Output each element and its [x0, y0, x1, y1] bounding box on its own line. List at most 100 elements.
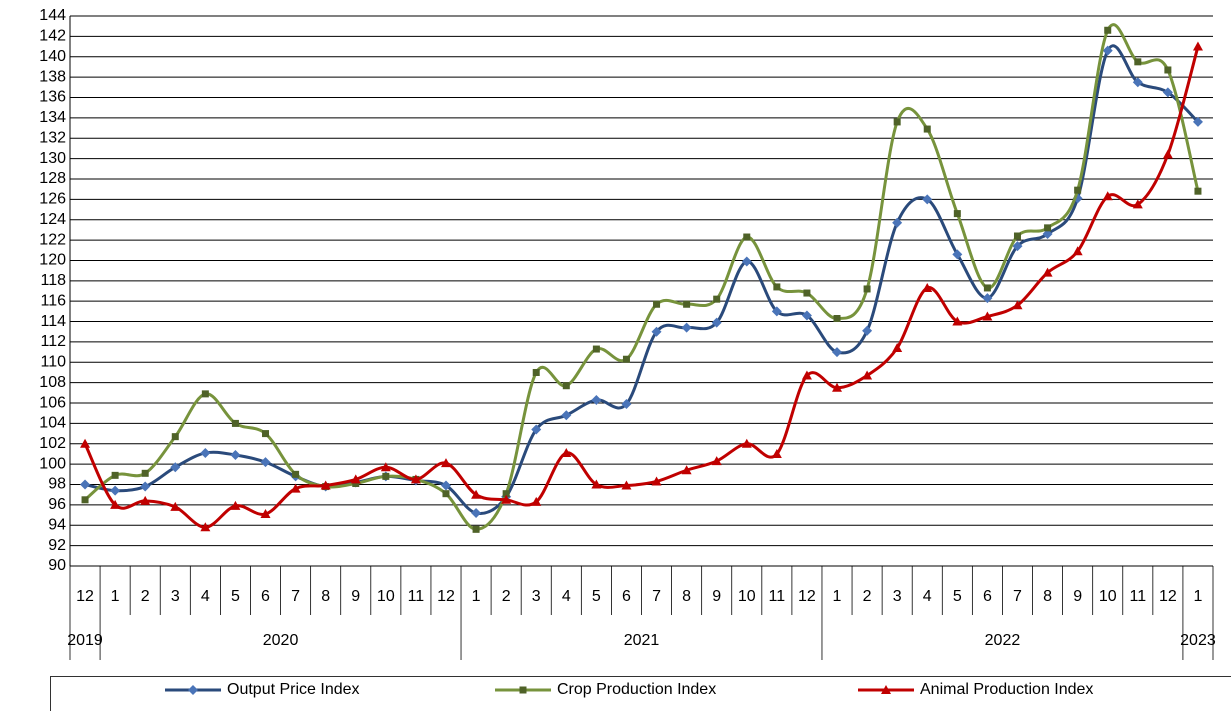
data-point — [473, 526, 480, 533]
y-tick-label: 124 — [39, 211, 66, 228]
data-point — [112, 472, 119, 479]
y-tick-label: 106 — [39, 394, 66, 411]
year-label: 2022 — [985, 632, 1021, 649]
data-point — [262, 430, 269, 437]
year-label: 2019 — [67, 632, 103, 649]
data-point — [140, 482, 150, 492]
y-tick-label: 104 — [39, 415, 66, 432]
y-tick-label: 142 — [39, 28, 66, 45]
y-tick-label: 132 — [39, 129, 66, 146]
data-point — [623, 356, 630, 363]
y-tick-label: 144 — [39, 7, 66, 24]
y-tick-label: 90 — [48, 557, 66, 574]
x-tick-label: 8 — [682, 588, 691, 605]
x-tick-label: 11 — [1129, 588, 1146, 605]
data-point — [200, 448, 210, 458]
data-point — [110, 486, 120, 496]
x-tick-label: 2 — [141, 588, 150, 605]
data-point — [1104, 27, 1111, 34]
x-tick-label: 1 — [833, 588, 842, 605]
data-point — [713, 296, 720, 303]
data-point — [683, 301, 690, 308]
year-label: 2020 — [263, 632, 299, 649]
x-tick-label: 3 — [893, 588, 902, 605]
data-point — [232, 420, 239, 427]
data-point — [471, 508, 481, 518]
data-point — [1074, 187, 1081, 194]
data-point — [1014, 233, 1021, 240]
year-label: 2021 — [624, 632, 660, 649]
y-tick-label: 94 — [48, 516, 66, 533]
x-tick-label: 4 — [562, 588, 571, 605]
legend-label: Animal Production Index — [920, 681, 1093, 698]
x-tick-label: 8 — [321, 588, 330, 605]
data-point — [1044, 224, 1051, 231]
data-point — [1193, 42, 1203, 51]
x-tick-label: 5 — [953, 588, 962, 605]
data-point — [954, 210, 961, 217]
data-point — [862, 326, 872, 336]
x-tick-label: 2 — [863, 588, 872, 605]
x-tick-label: 1 — [1194, 588, 1203, 605]
x-tick-label: 6 — [622, 588, 631, 605]
x-tick-label: 2 — [502, 588, 511, 605]
y-tick-label: 130 — [39, 150, 66, 167]
data-point — [803, 290, 810, 297]
y-tick-label: 136 — [39, 89, 66, 106]
data-point — [202, 390, 209, 397]
y-tick-label: 110 — [40, 354, 66, 371]
data-point — [894, 118, 901, 125]
data-point — [172, 433, 179, 440]
y-tick-label: 102 — [39, 435, 66, 452]
data-point — [864, 285, 871, 292]
y-tick-label: 122 — [39, 231, 66, 248]
y-tick-label: 96 — [48, 496, 66, 513]
x-tick-label: 12 — [798, 588, 816, 605]
data-point — [142, 470, 149, 477]
x-tick-label: 11 — [408, 588, 425, 605]
x-tick-label: 7 — [652, 588, 661, 605]
x-tick-label: 11 — [769, 588, 786, 605]
data-point — [1194, 188, 1201, 195]
x-tick-label: 1 — [111, 588, 120, 605]
data-point — [82, 496, 89, 503]
data-point — [230, 450, 240, 460]
y-tick-label: 92 — [48, 537, 66, 554]
legend-label: Output Price Index — [227, 681, 360, 698]
data-point — [1163, 150, 1173, 159]
series-line — [85, 47, 1198, 528]
year-label: 2023 — [1180, 632, 1216, 649]
data-point — [533, 369, 540, 376]
x-tick-label: 4 — [201, 588, 210, 605]
data-point — [924, 126, 931, 133]
x-tick-label: 6 — [261, 588, 270, 605]
x-tick-label: 10 — [738, 588, 756, 605]
legend-marker — [188, 685, 198, 695]
y-tick-label: 128 — [39, 170, 66, 187]
x-tick-label: 7 — [291, 588, 300, 605]
data-point — [593, 346, 600, 353]
data-point — [1164, 66, 1171, 73]
y-tick-label: 134 — [39, 109, 66, 126]
x-tick-label: 5 — [231, 588, 240, 605]
data-point — [653, 301, 660, 308]
x-tick-label: 3 — [532, 588, 541, 605]
x-tick-label: 10 — [377, 588, 395, 605]
y-tick-label: 100 — [39, 455, 66, 472]
data-point — [743, 234, 750, 241]
y-tick-label: 112 — [40, 333, 66, 350]
x-tick-label: 10 — [1099, 588, 1117, 605]
y-tick-label: 126 — [39, 191, 66, 208]
x-tick-label: 9 — [351, 588, 360, 605]
data-point — [382, 473, 389, 480]
data-point — [834, 315, 841, 322]
x-tick-label: 8 — [1043, 588, 1052, 605]
y-tick-label: 138 — [39, 68, 66, 85]
data-point — [442, 490, 449, 497]
y-tick-label: 120 — [39, 252, 66, 269]
data-point — [563, 382, 570, 389]
x-tick-label: 9 — [1073, 588, 1082, 605]
data-point — [773, 283, 780, 290]
